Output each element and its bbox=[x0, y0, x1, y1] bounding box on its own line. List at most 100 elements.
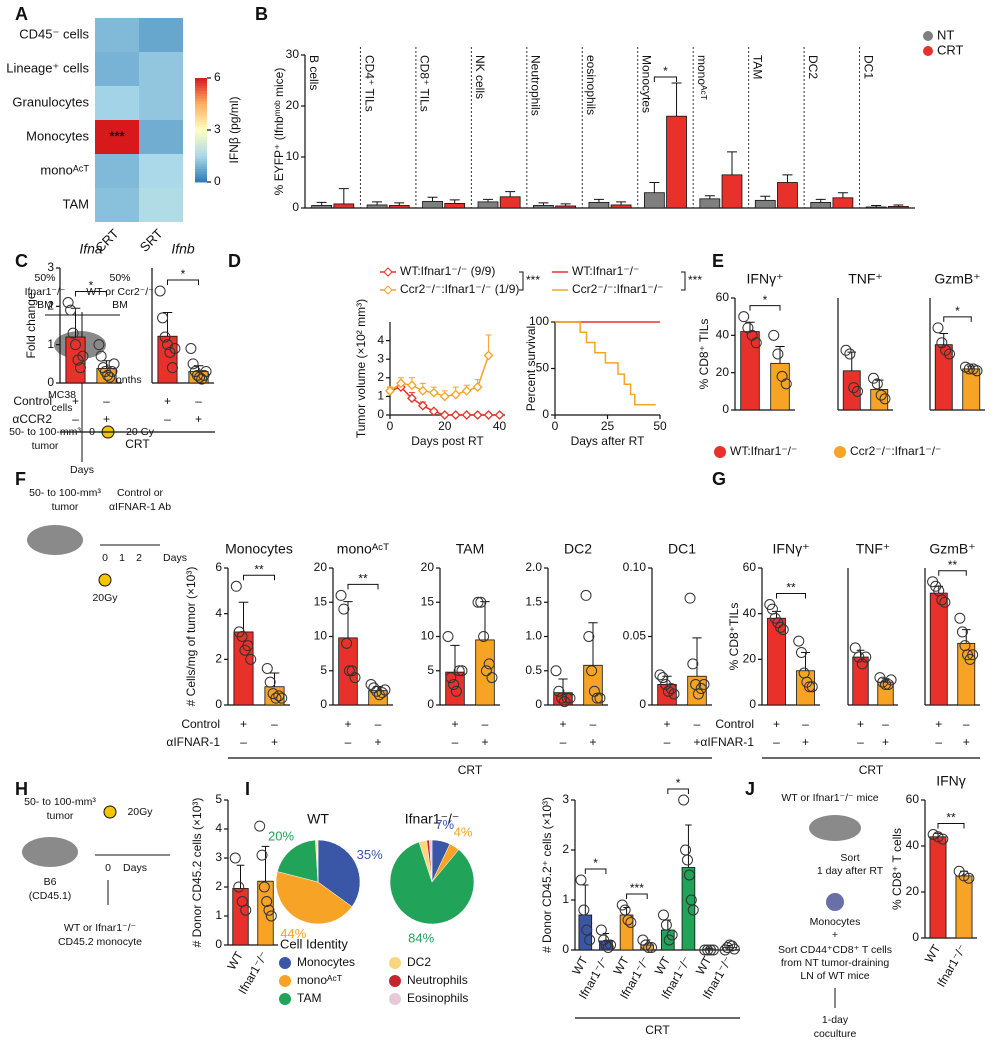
data-point bbox=[240, 904, 252, 916]
diagram-text: 50% bbox=[34, 272, 55, 284]
colorbar-segment bbox=[195, 130, 207, 134]
data-point bbox=[588, 685, 600, 697]
row-mark: – bbox=[882, 717, 889, 731]
error-bar bbox=[449, 199, 460, 204]
bar bbox=[852, 656, 869, 706]
mouse bbox=[809, 815, 861, 841]
colorbar-segment bbox=[195, 98, 207, 102]
legend-marker bbox=[383, 285, 393, 295]
error-bar bbox=[560, 203, 571, 206]
data-point bbox=[885, 674, 897, 686]
legend-label: WT:Ifnar1⁻/⁻ (9/9) bbox=[400, 264, 495, 278]
data-point bbox=[967, 649, 979, 661]
chart-title: TNF⁺ bbox=[848, 271, 883, 287]
significance-label: * bbox=[676, 776, 681, 790]
data-point bbox=[169, 343, 181, 354]
data-point bbox=[254, 820, 266, 832]
data-point bbox=[583, 631, 595, 642]
data-point bbox=[229, 852, 241, 864]
diagram-text: B6 bbox=[44, 876, 57, 888]
data-point bbox=[944, 348, 956, 360]
data-point bbox=[795, 646, 807, 658]
colorbar-segment bbox=[195, 161, 207, 165]
x-axis-label: Days after RT bbox=[571, 434, 645, 448]
data-point bbox=[937, 833, 949, 845]
error-bar bbox=[483, 198, 493, 202]
data-point bbox=[726, 940, 738, 952]
y-tick-label: 20 bbox=[743, 652, 757, 666]
bar bbox=[311, 205, 333, 209]
bar bbox=[388, 205, 410, 209]
data-point bbox=[406, 393, 417, 404]
y-axis-label: % CD8⁺TILs bbox=[727, 603, 741, 671]
data-point bbox=[780, 378, 792, 390]
data-point bbox=[698, 678, 710, 690]
y-tick-label: 4 bbox=[215, 606, 222, 620]
chart-title: GzmB⁺ bbox=[934, 271, 980, 287]
colorbar-segment bbox=[195, 101, 207, 105]
data-point bbox=[871, 378, 883, 390]
data-point bbox=[561, 692, 573, 704]
data-point bbox=[77, 350, 89, 362]
bar bbox=[770, 362, 790, 411]
data-point bbox=[775, 621, 787, 633]
diagram-text: 0 bbox=[102, 552, 108, 564]
y-tick-label: 10 bbox=[421, 629, 435, 643]
row-mark: – bbox=[195, 394, 202, 408]
row-label: Control bbox=[181, 717, 220, 731]
colorbar-segment bbox=[195, 111, 207, 115]
panel-letter: I bbox=[245, 779, 250, 799]
data-point bbox=[159, 331, 171, 343]
data-point bbox=[875, 389, 887, 401]
data-point bbox=[70, 339, 81, 351]
colorbar-segment bbox=[195, 109, 207, 113]
data-point bbox=[684, 592, 696, 604]
group-label: CRT bbox=[458, 763, 483, 777]
legend-swatch bbox=[279, 957, 291, 969]
row-mark: + bbox=[963, 735, 970, 749]
chart-title: Ifnb bbox=[171, 241, 195, 257]
error-bar bbox=[616, 201, 627, 205]
data-point bbox=[341, 637, 353, 649]
data-point bbox=[877, 676, 889, 688]
significance-label: * bbox=[763, 293, 768, 307]
y-tick-label: 3 bbox=[215, 850, 222, 864]
panel-letter: B bbox=[255, 4, 268, 24]
data-point bbox=[261, 662, 273, 674]
row-mark: + bbox=[344, 717, 351, 731]
colorbar-segment bbox=[195, 171, 207, 175]
data-point bbox=[450, 410, 461, 420]
significance-label: * bbox=[181, 267, 186, 281]
y-tick-label: 4 bbox=[377, 333, 384, 347]
colorbar-segment bbox=[195, 163, 207, 167]
chart-title: TNF⁺ bbox=[856, 541, 891, 557]
chart-title: DC1 bbox=[668, 541, 696, 557]
data-point bbox=[456, 665, 468, 677]
series-line bbox=[555, 321, 656, 406]
diagram-text: 1 bbox=[119, 552, 125, 564]
colorbar-segment bbox=[195, 169, 207, 173]
x-axis-label: Days post RT bbox=[411, 434, 484, 448]
colorbar-segment bbox=[195, 135, 207, 139]
x-tick-label: WT bbox=[224, 949, 246, 973]
bar bbox=[588, 201, 610, 209]
diagram-text: Monocytes bbox=[810, 916, 861, 928]
bar bbox=[188, 371, 209, 384]
data-point bbox=[777, 624, 789, 636]
data-point bbox=[261, 896, 273, 907]
illustrations bbox=[22, 312, 861, 1008]
colorbar-segment bbox=[195, 91, 207, 95]
data-point bbox=[242, 640, 254, 652]
significance-bracket bbox=[938, 570, 967, 576]
significance-bracket bbox=[347, 583, 379, 590]
data-point bbox=[368, 682, 380, 694]
diagram-text: 1 day after RT bbox=[817, 865, 884, 877]
error-bar bbox=[372, 201, 383, 205]
data-point bbox=[265, 910, 277, 922]
data-point bbox=[553, 685, 565, 697]
colorbar-segment bbox=[195, 150, 207, 154]
diagram-text: Control or bbox=[117, 487, 164, 499]
data-point bbox=[472, 382, 483, 393]
data-point bbox=[625, 917, 637, 928]
y-tick-label: 0 bbox=[535, 697, 542, 711]
